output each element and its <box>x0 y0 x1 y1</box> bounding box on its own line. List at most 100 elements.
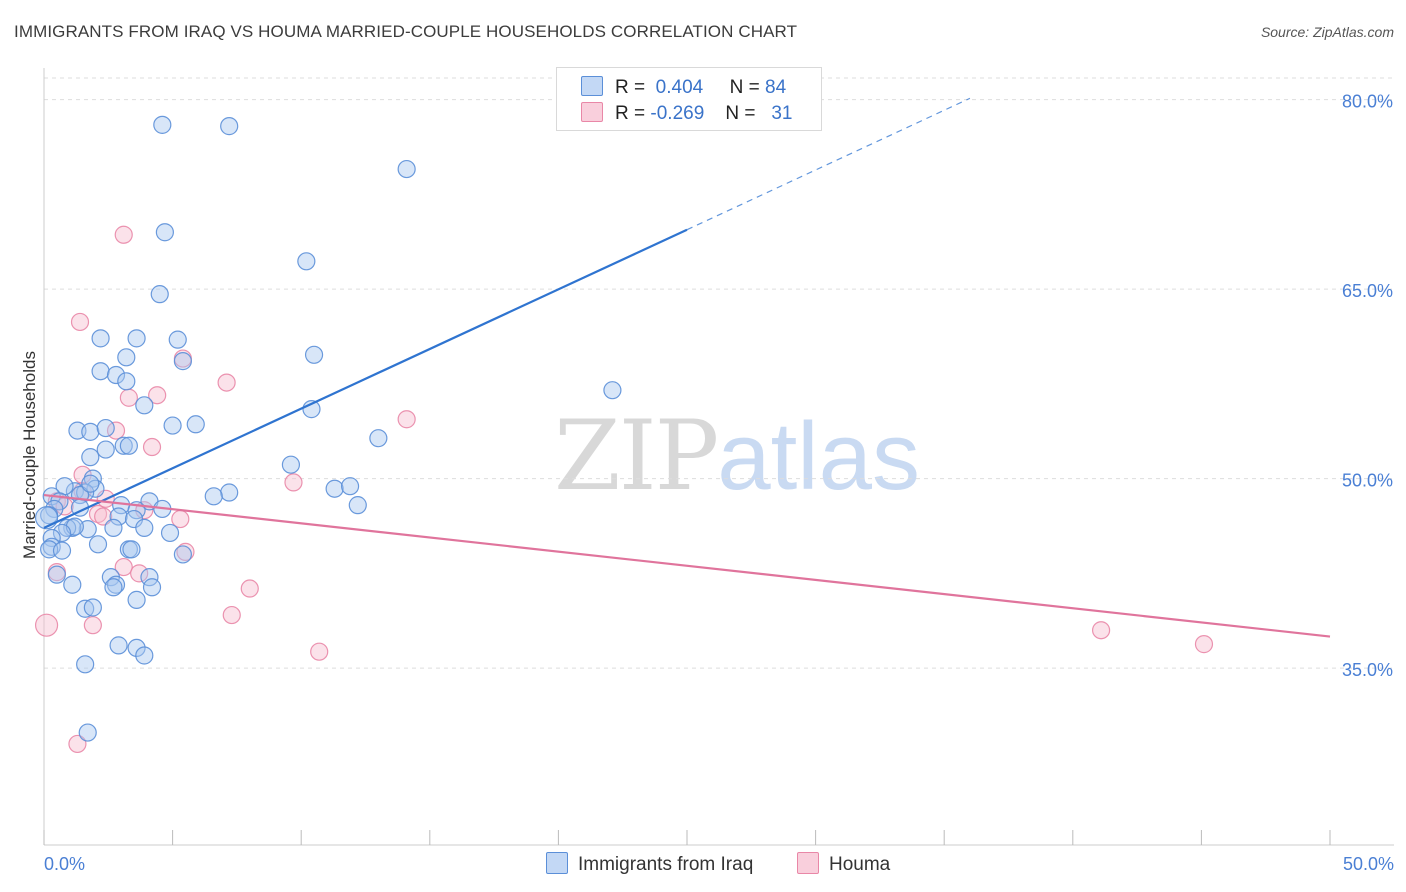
houma-point <box>68 734 87 754</box>
iraq-point <box>81 474 100 493</box>
houma-n-label: N = <box>725 103 756 124</box>
iraq-point <box>127 329 146 348</box>
data-points <box>34 115 1214 754</box>
y-tick-label: 50.0% <box>1342 471 1393 491</box>
iraq-point <box>297 252 316 271</box>
x-tick-label-max: 50.0% <box>1343 854 1394 874</box>
iraq-point <box>369 429 388 448</box>
iraq-point <box>603 381 622 400</box>
iraq-point <box>281 455 301 474</box>
houma-point <box>34 613 59 637</box>
houma-point <box>284 473 303 492</box>
houma-legend-label: Houma <box>829 854 891 875</box>
iraq-point <box>173 352 192 371</box>
iraq-point <box>40 540 59 559</box>
iraq-point <box>135 396 154 415</box>
iraq-point <box>96 418 115 438</box>
iraq-point <box>76 599 95 618</box>
x-ticks <box>43 830 1331 845</box>
houma-trend-line <box>43 493 1331 638</box>
houma-legend-swatch-icon <box>797 852 819 874</box>
houma-point <box>130 564 149 583</box>
iraq-point <box>63 575 82 594</box>
iraq-trend-line <box>43 228 688 529</box>
iraq-point <box>142 578 162 597</box>
iraq-point <box>340 477 360 496</box>
iraq-point <box>81 422 100 441</box>
houma-point <box>70 312 90 332</box>
iraq-point <box>78 723 97 742</box>
iraq-point <box>220 483 239 502</box>
iraq-point <box>173 545 192 564</box>
iraq-r-label: R = <box>615 77 646 98</box>
iraq-point <box>153 115 172 134</box>
iraq-point <box>88 535 108 554</box>
houma-point <box>1194 635 1214 654</box>
houma-point <box>240 579 259 598</box>
iraq-point <box>160 523 180 543</box>
houma-point <box>83 616 102 635</box>
legend-row-houma: R = -0.269 N = 31 <box>581 102 792 124</box>
iraq-point <box>104 518 123 537</box>
houma-point <box>119 388 138 407</box>
houma-point <box>397 410 416 429</box>
legend-row-iraq: R = 0.404 N = 84 <box>581 76 786 98</box>
bottom-legend-iraq: Immigrants from Iraq <box>546 852 753 876</box>
iraq-point <box>348 496 367 515</box>
iraq-point <box>127 638 146 658</box>
houma-point <box>1091 621 1111 640</box>
iraq-point <box>186 415 205 434</box>
houma-point <box>310 642 329 661</box>
iraq-point <box>106 575 126 594</box>
watermark: ZIPatlas <box>554 400 920 512</box>
houma-point <box>148 386 167 405</box>
iraq-point <box>135 646 154 665</box>
houma-point <box>217 373 236 392</box>
iraq-point <box>135 518 154 537</box>
watermark-atlas: atlas <box>717 403 920 510</box>
iraq-point <box>168 330 187 349</box>
iraq-legend-label: Immigrants from Iraq <box>578 854 754 875</box>
iraq-point <box>204 487 223 506</box>
watermark-zip: ZIP <box>554 400 719 512</box>
iraq-point <box>117 372 136 391</box>
correlation-legend: R = 0.404 N = 84 R = -0.269 N = 31 <box>556 67 822 131</box>
iraq-point <box>58 518 77 537</box>
houma-point <box>114 557 133 577</box>
iraq-point <box>86 479 105 498</box>
axes <box>43 68 1394 846</box>
y-tick-label: 80.0% <box>1342 92 1393 112</box>
gridlines <box>44 77 1394 669</box>
iraq-point <box>68 421 87 440</box>
iraq-point <box>96 440 115 459</box>
iraq-point <box>119 436 138 455</box>
houma-point <box>176 542 195 561</box>
iraq-legend-swatch-icon <box>546 852 568 874</box>
iraq-point <box>325 479 344 498</box>
houma-point <box>88 504 108 524</box>
iraq-point <box>109 507 128 526</box>
houma-point <box>114 225 133 244</box>
iraq-point <box>104 578 123 597</box>
iraq-point <box>155 223 174 242</box>
houma-point <box>142 437 162 457</box>
iraq-point <box>91 362 110 381</box>
bottom-legend-houma: Houma <box>797 852 890 876</box>
iraq-point <box>220 117 239 136</box>
y-axis-label: Married-couple Households <box>20 351 39 559</box>
iraq-r-value: 0.404 <box>655 77 704 98</box>
iraq-point <box>109 636 128 655</box>
x-tick-label-min: 0.0% <box>44 854 85 874</box>
iraq-point <box>52 523 72 543</box>
houma-n-value: 31 <box>771 103 793 124</box>
houma-r-label: R = <box>615 103 646 124</box>
y-tick-label: 35.0% <box>1342 660 1393 680</box>
iraq-point <box>397 159 416 179</box>
iraq-point <box>122 540 141 559</box>
iraq-point <box>47 565 66 584</box>
iraq-point <box>106 365 126 385</box>
iraq-point <box>150 285 169 304</box>
houma-swatch-icon <box>581 102 603 122</box>
iraq-point <box>83 598 102 617</box>
